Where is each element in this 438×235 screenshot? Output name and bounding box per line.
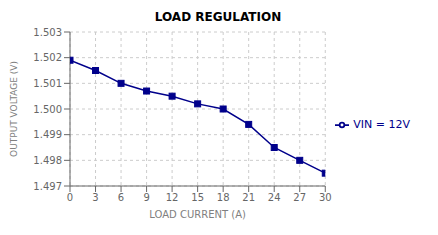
svg-text:1.503: 1.503 (33, 27, 62, 38)
svg-text:OUTPUT VOLTAGE (V): OUTPUT VOLTAGE (V) (9, 61, 19, 157)
svg-text:1.501: 1.501 (33, 78, 62, 89)
svg-text:27: 27 (293, 192, 306, 203)
svg-text:9: 9 (143, 192, 149, 203)
svg-text:12: 12 (166, 192, 179, 203)
svg-text:1.502: 1.502 (33, 52, 62, 63)
html-text:VIN = 12V: VIN = 12V (353, 118, 410, 131)
svg-text:1.497: 1.497 (33, 181, 62, 192)
svg-text:15: 15 (191, 192, 204, 203)
svg-text:1.499: 1.499 (33, 129, 62, 140)
svg-text:18: 18 (217, 192, 230, 203)
svg-text:21: 21 (242, 192, 255, 203)
svg-text:LOAD CURRENT (A): LOAD CURRENT (A) (149, 209, 246, 220)
svg-text:24: 24 (268, 192, 281, 203)
html-text:LOAD REGULATION: LOAD REGULATION (154, 10, 282, 24)
svg-text:1.500: 1.500 (33, 104, 62, 115)
svg-text:1.498: 1.498 (33, 155, 62, 166)
svg-text:30: 30 (319, 192, 332, 203)
svg-text:3: 3 (92, 192, 98, 203)
svg-text:0: 0 (67, 192, 73, 203)
svg-text:6: 6 (118, 192, 124, 203)
